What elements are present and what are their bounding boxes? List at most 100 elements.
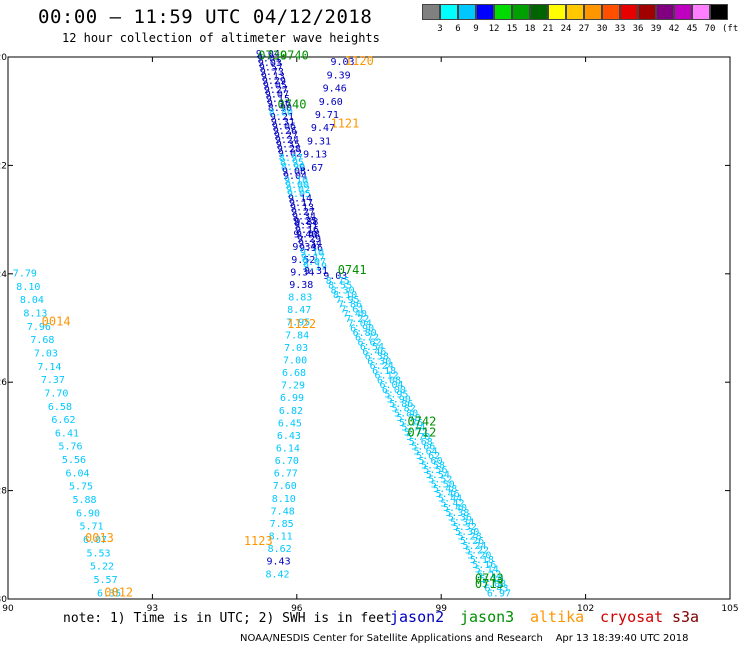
swh-value: 5.76 (58, 442, 82, 453)
color-scale-label: 21 (542, 24, 554, 34)
swh-value: 5.22 (90, 562, 114, 573)
swh-value: 5.82 (392, 404, 416, 415)
swh-value: 5.75 (69, 482, 93, 493)
y-tick-label: -28 (0, 487, 7, 497)
pass-id-label: 0013 (85, 531, 114, 545)
swh-value: 5.22 (465, 546, 489, 557)
swh-value: 9.71 (315, 110, 339, 121)
swh-value: 6.90 (350, 323, 374, 334)
legend-cryosat: cryosat (600, 608, 664, 626)
swh-value: 9.16 (267, 99, 291, 110)
swh-value: 9.00 (285, 180, 309, 191)
legend-jason2: jason2 (390, 608, 445, 626)
color-swatch (656, 4, 674, 20)
color-swatch (584, 4, 602, 20)
color-swatch (638, 4, 656, 20)
swh-value: 9.10 (300, 248, 324, 259)
color-swatch (494, 4, 512, 20)
swh-value: 9.19 (303, 261, 327, 272)
swh-value: 9.13 (261, 72, 285, 83)
x-tick-label: 99 (435, 604, 447, 614)
color-swatch (440, 4, 458, 20)
swh-value: 9.07 (302, 257, 326, 268)
swh-value: 9.88 (294, 217, 318, 228)
swh-value: 9.16 (295, 225, 319, 236)
swh-value: 5.44 (438, 494, 462, 505)
swh-value: 9.13 (303, 150, 327, 161)
swh-value: 5.28 (458, 532, 482, 543)
swh-value: 9.67 (299, 163, 323, 174)
swh-value: 9.34 (292, 212, 316, 223)
swh-value: 5.42 (441, 498, 465, 509)
swh-value: 9.40 (293, 230, 317, 241)
swh-value: 6.04 (379, 380, 403, 391)
x-tick-label: 96 (291, 604, 303, 614)
swh-value: 9.04 (256, 49, 280, 60)
pass-id-label: 0712 (407, 425, 436, 439)
swh-value: 5.64 (414, 446, 438, 457)
legend-altika: altika (530, 608, 585, 626)
swh-value: 9.34 (292, 242, 316, 253)
swh-value: 8.62 (268, 544, 292, 555)
footer-note: note: 1) Time is in UTC; 2) SWH is in fe… (63, 611, 392, 626)
swh-value: 5.56 (62, 455, 86, 466)
x-tick-label: 105 (721, 604, 738, 614)
color-scale-label: 70 (704, 24, 716, 34)
swh-value: 9.14 (288, 194, 312, 205)
swh-value: 8.55 (328, 281, 352, 292)
swh-value: 7.03 (34, 348, 58, 359)
swh-value: 9.25 (293, 216, 317, 227)
swh-value: 7.70 (44, 388, 68, 399)
swh-value: 8.10 (333, 290, 357, 301)
swh-value: 7.00 (283, 355, 307, 366)
swh-value: 6.46 (362, 347, 386, 358)
swh-value: 6.14 (276, 443, 300, 454)
swh-value: 5.68 (409, 437, 433, 448)
y-tick-label: -26 (0, 378, 7, 388)
pass-id-label: 0740 (278, 97, 307, 111)
swh-value: 9.39 (327, 70, 351, 81)
color-swatch (692, 4, 710, 20)
pass-id-label: 1121 (330, 116, 359, 130)
swh-value: 9.03 (258, 58, 282, 69)
map-title: 00:00 – 11:59 UTC 04/12/2018 (38, 6, 373, 28)
legend-jason3: jason3 (460, 608, 515, 626)
swh-value: 9.17 (301, 252, 325, 263)
swh-value: 6.97 (487, 588, 511, 599)
swh-value: 9.01 (257, 54, 281, 65)
swh-value: 7.79 (13, 269, 37, 280)
swh-value: 5.34 (450, 517, 474, 528)
swh-value: 6.24 (370, 361, 394, 372)
swh-value: 5.24 (462, 541, 486, 552)
y-tick-label: -22 (0, 161, 7, 171)
pass-id-label: 1123 (244, 534, 273, 548)
pass-id-label: 0743 (475, 572, 504, 586)
swh-value: 9.57 (259, 63, 283, 74)
swh-value: 8.83 (288, 293, 312, 304)
x-tick-label: 102 (577, 604, 594, 614)
swh-value: 5.62 (416, 451, 440, 462)
swh-value: 5.66 (411, 442, 435, 453)
swh-value: 7.40 (343, 309, 367, 320)
color-scale-label: 12 (488, 24, 500, 34)
color-swatch (548, 4, 566, 20)
swh-value: 6.12 (375, 371, 399, 382)
swh-value: 9.34 (298, 239, 322, 250)
swh-value: 7.95 (286, 318, 310, 329)
swh-value: 8.30 (331, 285, 355, 296)
color-scale-label: 3 (437, 24, 443, 34)
swh-value: 8.90 (281, 162, 305, 173)
swh-value: 5.12 (477, 569, 501, 580)
swh-value: 5.10 (480, 574, 504, 585)
swh-value: 7.95 (335, 295, 359, 306)
swh-value: 5.71 (79, 522, 103, 533)
swh-value: 7.85 (270, 519, 294, 530)
swh-value: 5.40 (443, 503, 467, 514)
swh-value: 9.08 (296, 230, 320, 241)
swh-value: 8.10 (272, 494, 296, 505)
swh-value: 5.18 (470, 555, 494, 566)
color-scale-label: 33 (614, 24, 626, 34)
color-swatch (476, 4, 494, 20)
color-scale-label: 27 (578, 24, 590, 34)
swh-value: 5.56 (423, 465, 447, 476)
